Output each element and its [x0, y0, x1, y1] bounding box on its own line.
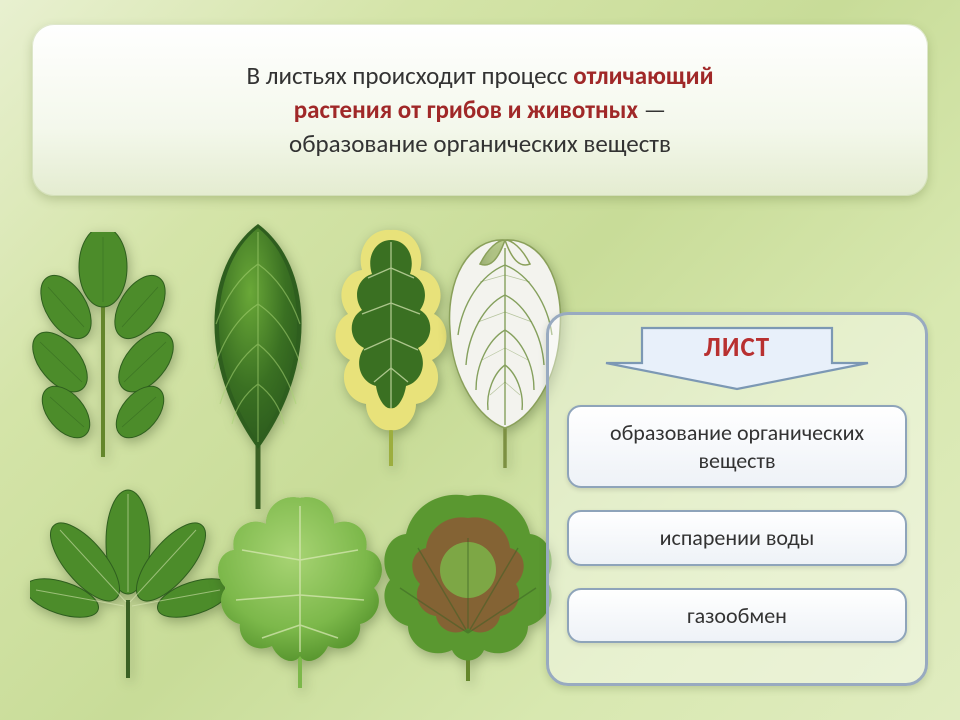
main-text-highlight2: растения от грибов и животных [294, 94, 638, 125]
leaf-grape-lobed [210, 480, 390, 690]
info-box-3: газообмен [567, 588, 907, 644]
arrow-header: ЛИСТ [602, 325, 872, 391]
main-text-line3: образование органических веществ [289, 127, 671, 161]
info-box-1: образование органических веществ [567, 405, 907, 488]
leaf-simple-ovate [186, 214, 330, 514]
main-text-highlight1: отличающий [573, 60, 713, 91]
main-text-prefix: В листьях происходит процесс [246, 60, 573, 91]
main-text-line2: растения от грибов и животных — [294, 93, 667, 127]
leaf-variegated-oak [326, 218, 456, 468]
side-panel: ЛИСТ образование органических веществ ис… [546, 312, 928, 686]
side-panel-title: ЛИСТ [704, 331, 770, 364]
main-text-line1: В листьях происходит процесс отличающий [246, 59, 713, 93]
main-text-dash: — [638, 94, 666, 125]
main-text-panel: В листьях происходит процесс отличающий … [32, 24, 928, 196]
leaf-compound-rose [18, 232, 188, 462]
info-box-2: испарении воды [567, 510, 907, 566]
leaf-palmate-compound [30, 480, 225, 680]
leaf-geranium-red [378, 478, 558, 683]
